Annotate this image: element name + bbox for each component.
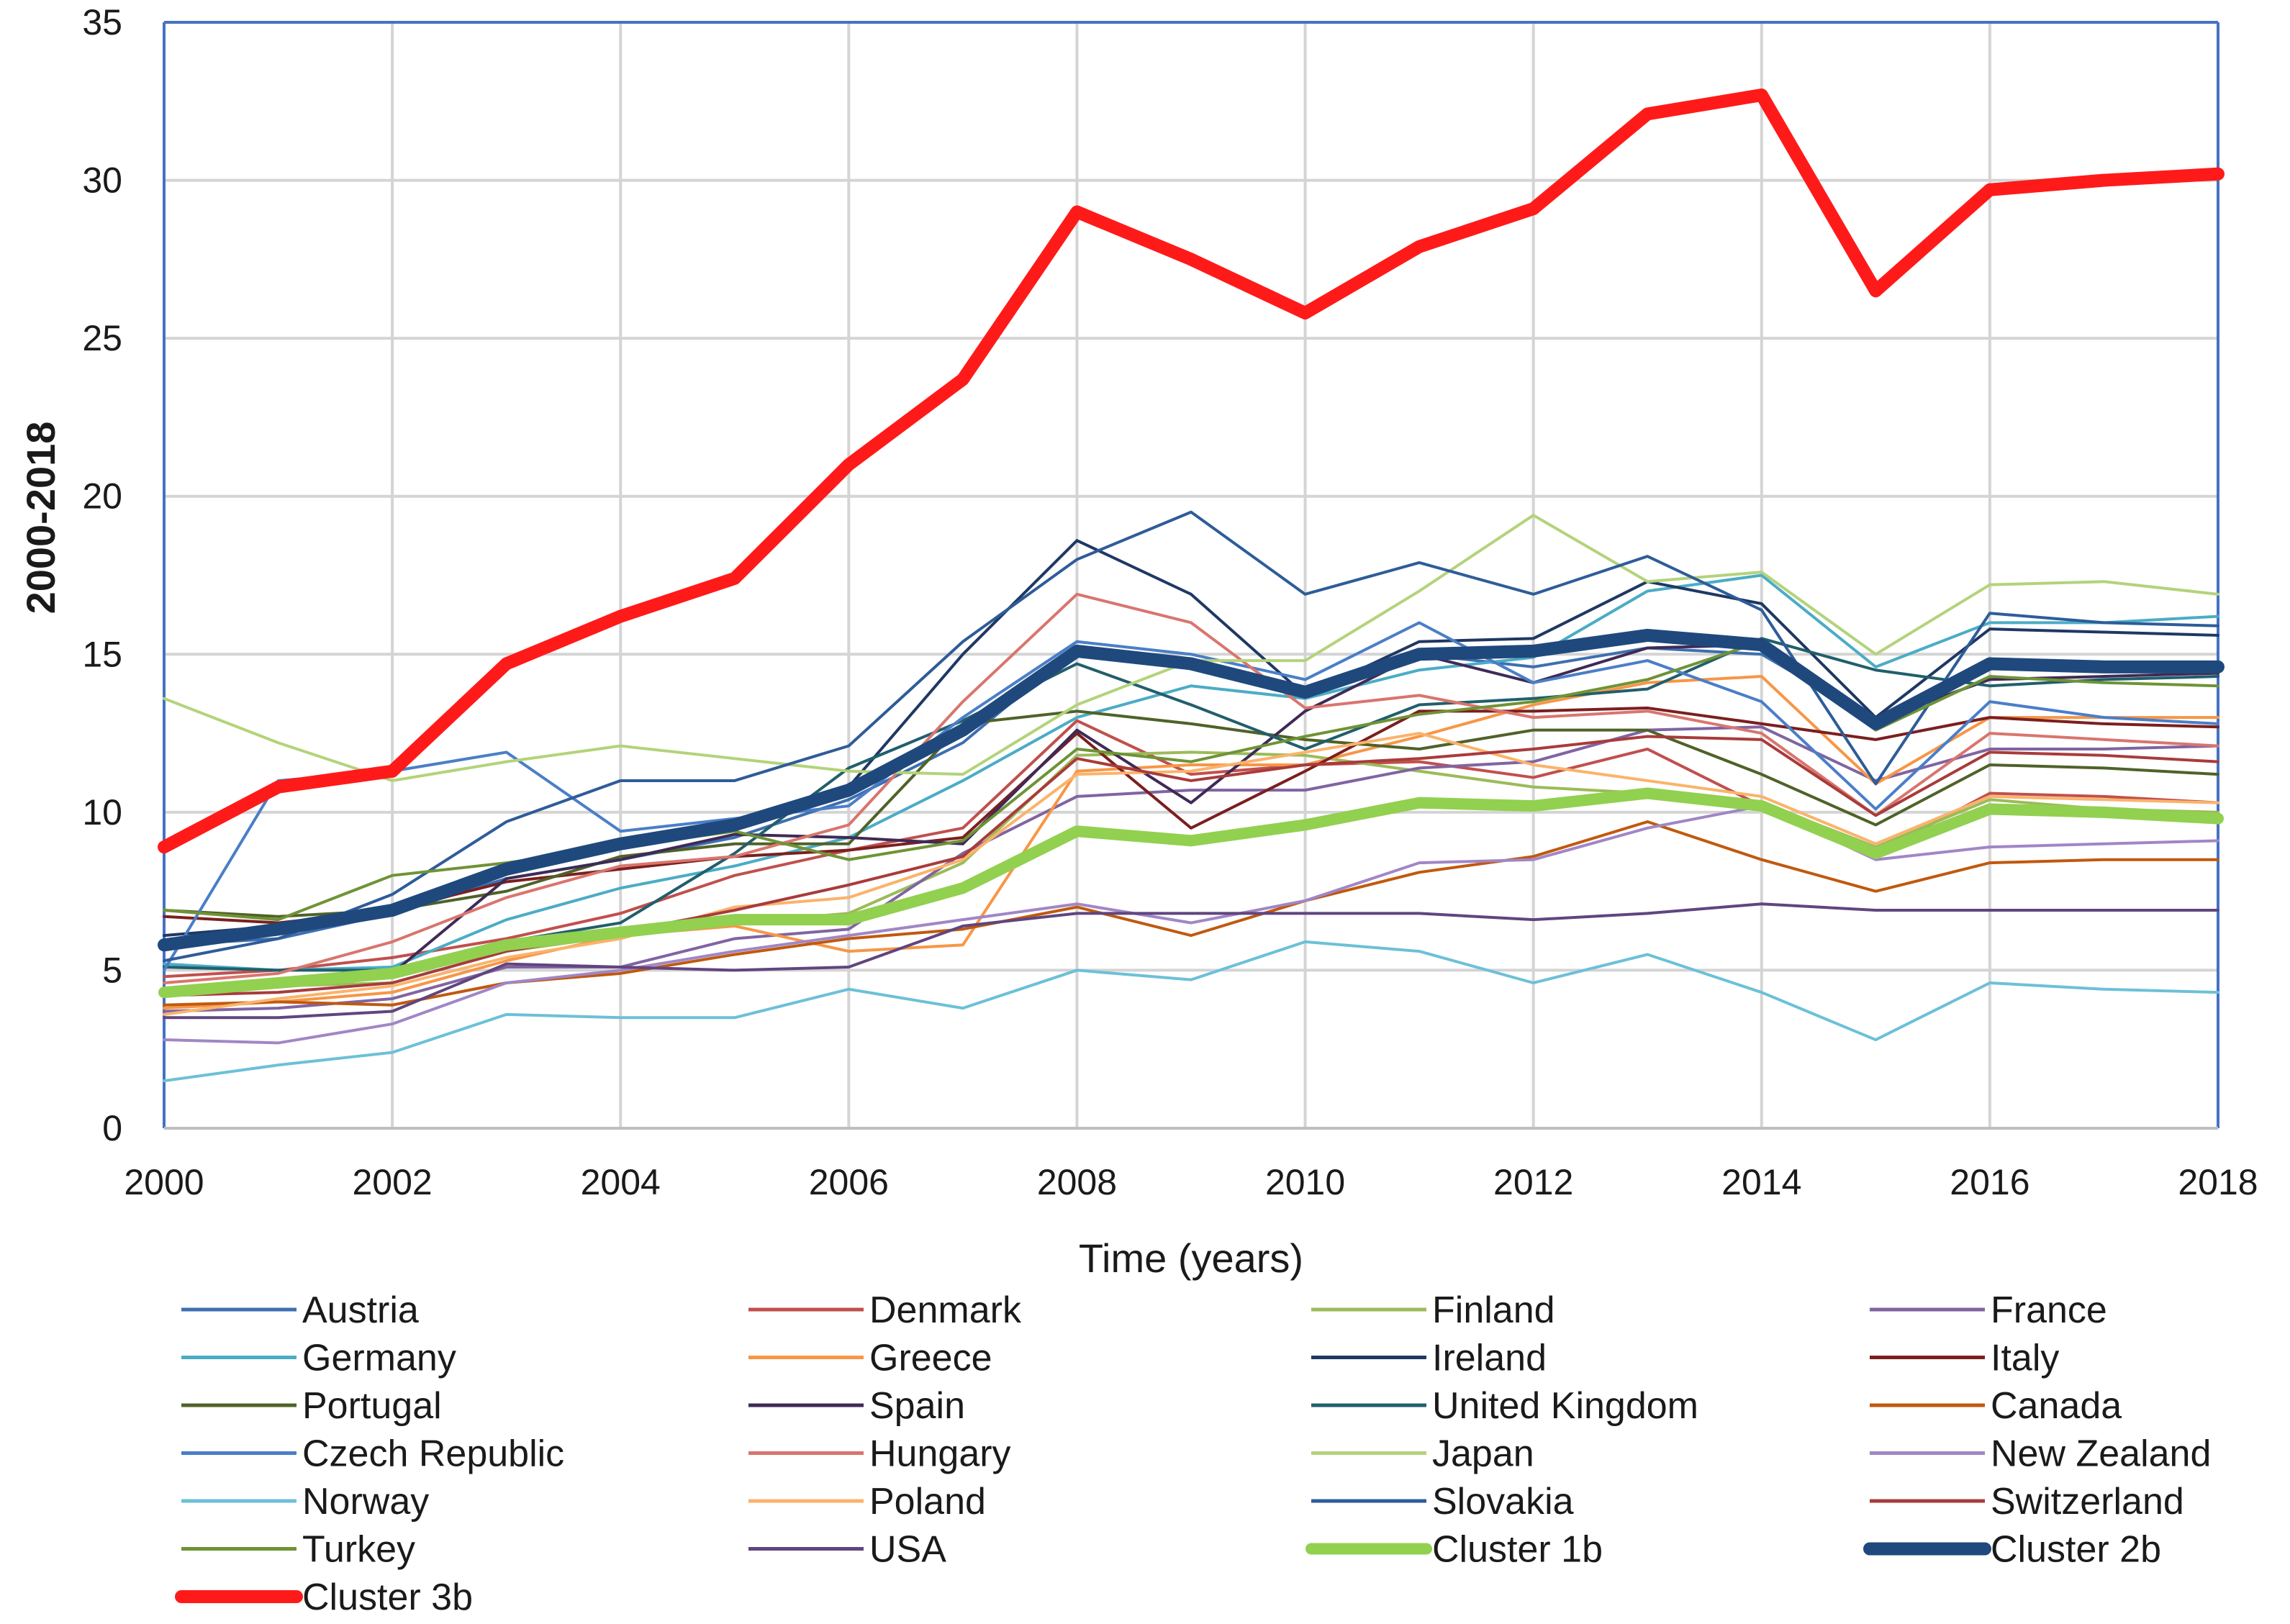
legend-label: Norway	[302, 1481, 429, 1523]
series-line-switzerland	[163, 735, 2219, 997]
x-tick-label: 2002	[352, 1162, 432, 1202]
y-tick-label: 25	[82, 318, 122, 358]
series-line-cluster-1b	[158, 787, 2224, 999]
legend-item-norway: Norway	[181, 1481, 429, 1523]
x-tick-label: 2008	[1037, 1162, 1117, 1202]
y-tick-label: 15	[82, 634, 122, 674]
legend: Austria Denmark Finland France Germany Greece…	[175, 1289, 2211, 1618]
legend-label: Denmark	[869, 1289, 1022, 1331]
x-tick-label: 2016	[1950, 1162, 2029, 1202]
legend-label: New Zealand	[1991, 1433, 2211, 1475]
y-tick-label: 35	[82, 2, 122, 42]
legend-item-usa: USA	[748, 1529, 946, 1571]
legend-label: Czech Republic	[302, 1433, 564, 1475]
x-tick-label: 2018	[2178, 1162, 2258, 1202]
series-line-portugal	[163, 709, 2219, 918]
legend-label: Cluster 1b	[1432, 1529, 1603, 1571]
series-line-cluster-2b	[158, 628, 2225, 952]
series-line-slovakia	[163, 510, 2219, 963]
legend-item-spain: Spain	[748, 1385, 965, 1427]
legend-item-hungary: Hungary	[748, 1433, 1011, 1475]
x-tick-label: 2010	[1265, 1162, 1345, 1202]
legend-label: Finland	[1432, 1289, 1555, 1331]
series-line-cluster-3b	[158, 89, 2225, 854]
legend-item-portugal: Portugal	[181, 1385, 442, 1427]
legend-item-switzerland: Switzerland	[1870, 1481, 2184, 1523]
legend-label: Cluster 2b	[1991, 1529, 2161, 1571]
x-tick-label: 2004	[581, 1162, 661, 1202]
legend-item-new-zealand: New Zealand	[1870, 1433, 2211, 1475]
legend-label: Poland	[869, 1481, 986, 1523]
legend-label: Slovakia	[1432, 1481, 1574, 1523]
y-axis-title: 2000-2018	[18, 422, 63, 614]
legend-label: USA	[869, 1529, 946, 1571]
legend-item-cluster-3b: Cluster 3b	[175, 1577, 473, 1618]
legend-item-ireland: Ireland	[1311, 1338, 1547, 1379]
y-tick-label: 0	[102, 1108, 122, 1148]
series-line-poland	[163, 732, 2219, 1016]
series-line-norway	[163, 940, 2219, 1083]
legend-label: Germany	[302, 1338, 456, 1379]
series-line-usa	[163, 902, 2219, 1020]
legend-label: Greece	[869, 1338, 992, 1379]
y-tick-label: 10	[82, 792, 122, 833]
x-tick-label: 2014	[1721, 1162, 1801, 1202]
legend-item-italy: Italy	[1870, 1338, 2059, 1379]
legend-item-germany: Germany	[181, 1338, 456, 1379]
legend-item-cluster-1b: Cluster 1b	[1305, 1529, 1603, 1571]
legend-label: Hungary	[869, 1433, 1011, 1475]
legend-label: Japan	[1432, 1433, 1534, 1475]
legend-label: Austria	[302, 1289, 419, 1331]
legend-label: Switzerland	[1991, 1481, 2184, 1523]
legend-item-cluster-2b: Cluster 2b	[1863, 1529, 2161, 1571]
y-tick-label: 20	[82, 476, 122, 517]
y-tick-label: 5	[102, 950, 122, 990]
series-line-new-zealand	[163, 804, 2219, 1045]
legend-label: Cluster 3b	[302, 1577, 473, 1618]
legend-item-greece: Greece	[748, 1338, 992, 1379]
axes	[163, 21, 2219, 1130]
series-lines	[158, 89, 2225, 1083]
legend-label: Portugal	[302, 1385, 442, 1427]
x-axis-title: Time (years)	[1079, 1235, 1303, 1281]
legend-label: Turkey	[302, 1529, 415, 1571]
y-tick-label: 30	[82, 160, 122, 201]
legend-item-canada: Canada	[1870, 1385, 2122, 1427]
legend-item-finland: Finland	[1311, 1289, 1555, 1331]
legend-label: Spain	[869, 1385, 965, 1427]
series-line-france	[163, 725, 2219, 1013]
legend-item-japan: Japan	[1311, 1433, 1534, 1475]
legend-label: Ireland	[1432, 1338, 1547, 1379]
tick-labels: 0 5 10 15 20 25 30 35 2000 2002 2004 2006 2008 2010 20…	[82, 2, 2258, 1202]
x-tick-label: 2000	[124, 1162, 204, 1202]
legend-item-turkey: Turkey	[181, 1529, 415, 1571]
legend-item-poland: Poland	[748, 1481, 986, 1523]
legend-item-france: France	[1870, 1289, 2107, 1331]
series-line-japan	[163, 514, 2219, 782]
legend-item-slovakia: Slovakia	[1311, 1481, 1574, 1523]
series-line-czech-republic	[163, 621, 2219, 972]
legend-item-czech-republic: Czech Republic	[181, 1433, 564, 1475]
legend-label: Italy	[1991, 1338, 2059, 1379]
x-tick-label: 2006	[809, 1162, 889, 1202]
legend-label: France	[1991, 1289, 2107, 1331]
legend-item-denmark: Denmark	[748, 1289, 1022, 1331]
legend-label: United Kingdom	[1432, 1385, 1698, 1427]
gridlines	[163, 21, 2219, 1130]
series-line-italy	[163, 706, 2219, 925]
legend-item-united-kingdom: United Kingdom	[1311, 1385, 1698, 1427]
legend-label: Canada	[1991, 1385, 2122, 1427]
series-line-germany	[163, 573, 2219, 972]
legend-item-austria: Austria	[181, 1289, 419, 1331]
x-tick-label: 2012	[1493, 1162, 1573, 1202]
